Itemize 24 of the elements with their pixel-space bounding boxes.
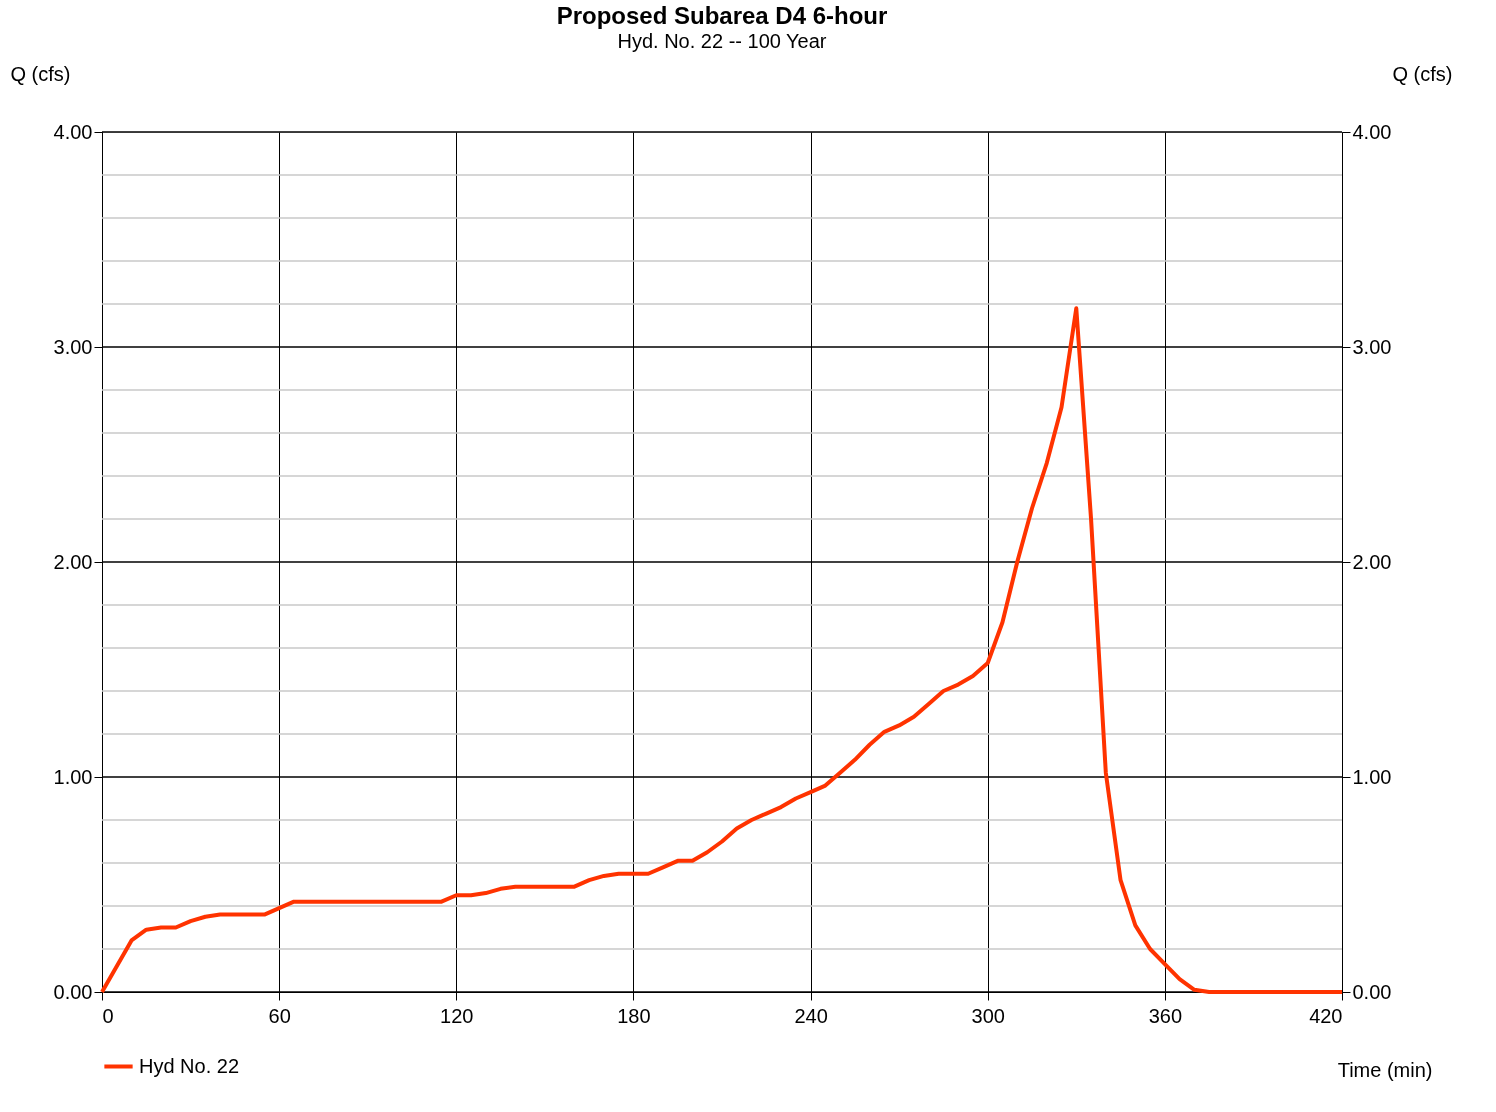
x-tick-label: 60 xyxy=(268,1004,291,1027)
x-tick-label: 0 xyxy=(102,1004,114,1027)
x-tick-label: 240 xyxy=(794,1004,828,1027)
y-axis-title: Q (cfs) xyxy=(10,62,71,85)
y-tick-label: 4.00 xyxy=(53,120,93,143)
x-tick-label: 120 xyxy=(440,1004,474,1027)
x-tick-label: 300 xyxy=(971,1004,1005,1027)
y-tick-label: 2.00 xyxy=(53,550,93,573)
y-tick-label: 0.00 xyxy=(53,980,93,1003)
y2-tick-label: 1.00 xyxy=(1352,765,1392,788)
y2-tick-label: 3.00 xyxy=(1352,335,1392,358)
y2-tick-label: 2.00 xyxy=(1352,550,1392,573)
x-axis-title: Time (min) xyxy=(1337,1058,1433,1081)
x-tick-label: 180 xyxy=(617,1004,651,1027)
y2-axis-title: Q (cfs) xyxy=(1392,62,1453,85)
chart-subtitle: Hyd. No. 22 -- 100 Year xyxy=(617,30,827,52)
y-tick-label: 3.00 xyxy=(53,335,93,358)
x-tick-label: 360 xyxy=(1148,1004,1183,1027)
x-tick-label: 420 xyxy=(1309,1004,1343,1027)
chart-title: Proposed Subarea D4 6-hour xyxy=(556,2,888,29)
legend-label: Hyd No. 22 xyxy=(139,1054,240,1077)
y2-tick-label: 4.00 xyxy=(1352,120,1392,143)
y-tick-label: 1.00 xyxy=(53,765,93,788)
y2-tick-label: 0.00 xyxy=(1352,980,1392,1003)
